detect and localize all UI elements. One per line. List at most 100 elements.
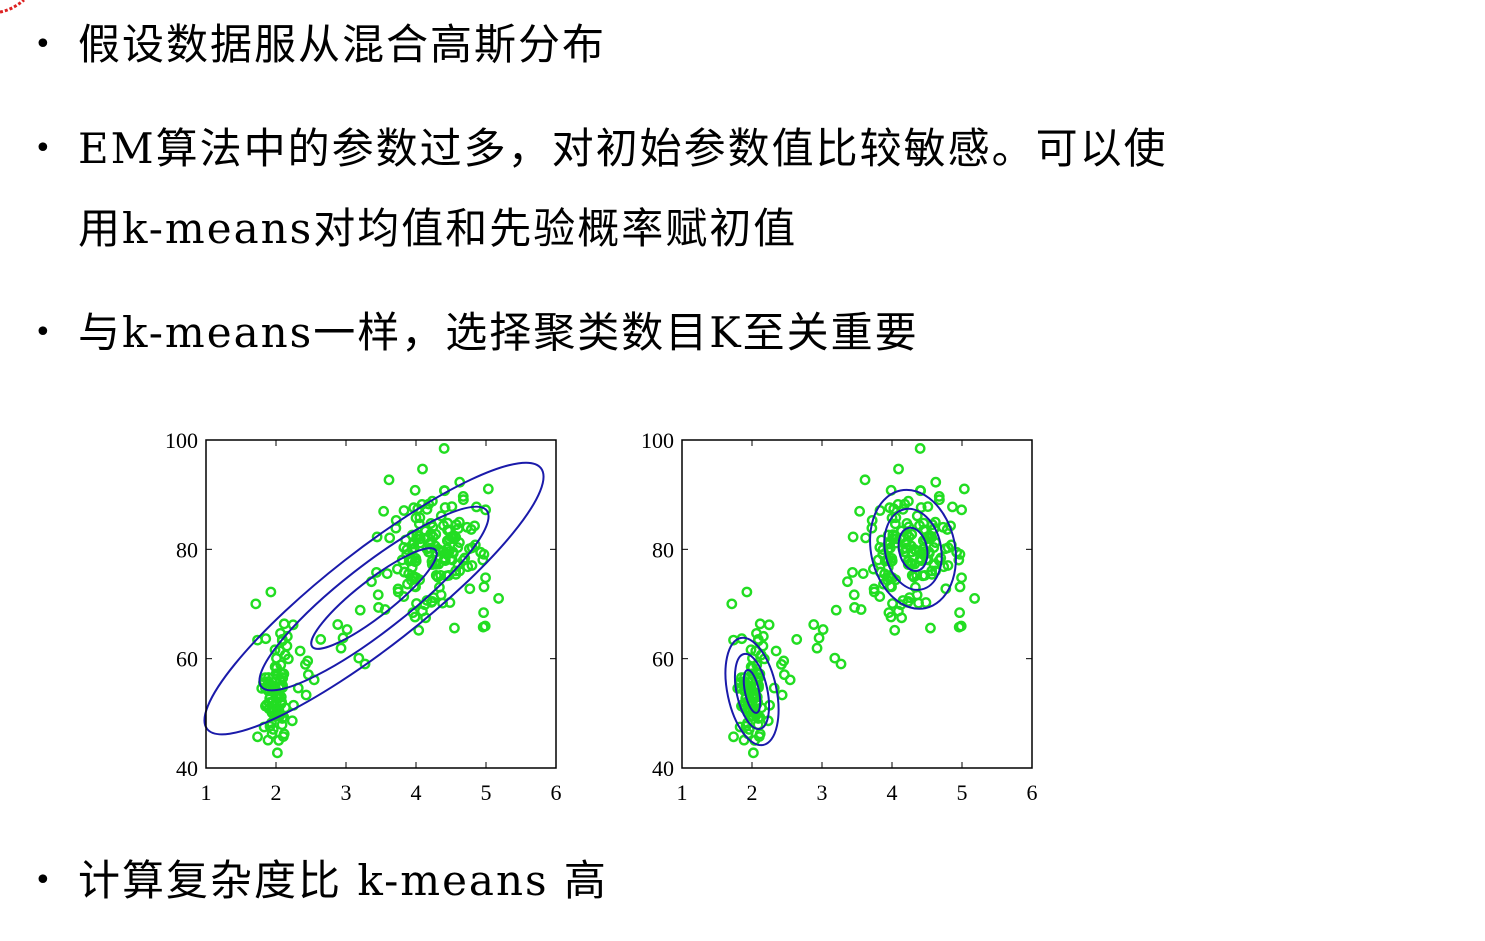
data-point	[426, 596, 437, 608]
data-point	[847, 566, 858, 578]
density-contour	[203, 461, 545, 736]
data-point	[726, 598, 738, 610]
x-tick-label: 2	[747, 780, 758, 805]
data-point	[885, 611, 897, 623]
data-point	[893, 463, 904, 475]
data-point	[269, 644, 281, 656]
bullet-1: • 假设数据服从混合高斯分布	[34, 4, 606, 86]
data-point	[878, 578, 889, 590]
data-point	[868, 583, 880, 595]
data-point	[300, 689, 312, 701]
data-point	[427, 531, 439, 543]
data-point	[849, 602, 860, 613]
bullet-dot: •	[34, 131, 54, 166]
data-point	[933, 555, 945, 566]
data-point	[857, 568, 869, 580]
data-point	[286, 715, 298, 727]
data-point	[439, 502, 451, 513]
data-point	[479, 620, 491, 632]
data-point	[848, 589, 860, 601]
x-tick-label: 3	[341, 780, 352, 805]
data-point	[896, 612, 908, 624]
data-point	[287, 619, 299, 631]
data-point	[442, 517, 453, 529]
data-point	[830, 604, 842, 616]
data-point	[417, 463, 428, 475]
bullet-dot: •	[34, 315, 54, 350]
data-point	[354, 604, 366, 616]
bullet-2-text: EM算法中的参数过多，对初始参数值比较敏感。可以使	[78, 124, 1168, 173]
density-contour	[883, 507, 943, 591]
data-point	[430, 569, 442, 581]
data-point	[441, 535, 453, 547]
data-point	[402, 578, 413, 590]
data-point	[381, 568, 393, 580]
x-tick-label: 4	[411, 780, 422, 805]
bullet-dot: •	[34, 863, 54, 898]
data-point	[920, 597, 932, 608]
data-point	[281, 640, 293, 652]
data-point	[332, 619, 344, 630]
scatter-plot-single-gaussian: 1 2 3 4 5 6 40 60 80 100	[165, 428, 562, 805]
data-point	[448, 533, 460, 545]
x-tick-label: 1	[201, 780, 212, 805]
data-point	[728, 731, 739, 743]
data-point	[933, 491, 945, 502]
data-point	[928, 542, 940, 553]
data-point	[855, 604, 867, 615]
data-point	[842, 576, 853, 588]
data-point	[457, 555, 469, 566]
data-point	[954, 581, 966, 593]
x-tick-label: 6	[1027, 780, 1038, 805]
data-point	[480, 504, 491, 516]
data-point	[955, 620, 967, 632]
data-point	[778, 669, 790, 681]
density-contour	[310, 547, 438, 650]
data-point	[392, 563, 403, 575]
data-point	[341, 624, 353, 635]
y-tick-label: 80	[652, 537, 674, 562]
density-contour	[258, 505, 490, 692]
data-point	[811, 642, 823, 654]
data-point	[441, 570, 453, 582]
data-point	[813, 632, 825, 644]
y-tick-label: 40	[652, 756, 674, 781]
data-point	[903, 531, 915, 543]
data-point	[252, 731, 263, 743]
data-point	[745, 644, 757, 656]
data-point	[791, 634, 803, 645]
data-point	[817, 624, 829, 635]
plot-area	[203, 443, 545, 759]
data-point	[776, 689, 788, 701]
data-point	[372, 589, 384, 601]
data-point	[847, 531, 859, 543]
data-point	[373, 602, 384, 613]
data-point	[922, 501, 934, 512]
data-point	[770, 645, 782, 657]
data-point	[273, 691, 285, 702]
x-tick-label: 6	[551, 780, 562, 805]
data-point	[874, 591, 886, 602]
density-contour	[733, 652, 771, 731]
data-point	[443, 524, 455, 536]
data-point	[741, 586, 753, 598]
data-point	[877, 549, 889, 560]
data-point	[942, 542, 954, 554]
data-point	[919, 524, 931, 536]
data-point	[859, 474, 871, 486]
data-point	[493, 593, 504, 604]
data-point	[734, 721, 746, 733]
scatter-plot-two-gaussians: 1 2 3 4 5 6 40 60 80 100	[641, 428, 1038, 805]
data-point	[924, 533, 936, 545]
data-point	[260, 633, 272, 645]
data-point	[269, 661, 281, 673]
data-point	[278, 728, 290, 740]
data-point	[956, 504, 967, 516]
data-point	[282, 653, 294, 665]
data-point	[958, 483, 970, 495]
data-point	[265, 682, 276, 693]
data-point	[750, 645, 762, 657]
data-point	[754, 618, 766, 630]
data-point	[443, 546, 455, 557]
data-point	[466, 560, 478, 571]
